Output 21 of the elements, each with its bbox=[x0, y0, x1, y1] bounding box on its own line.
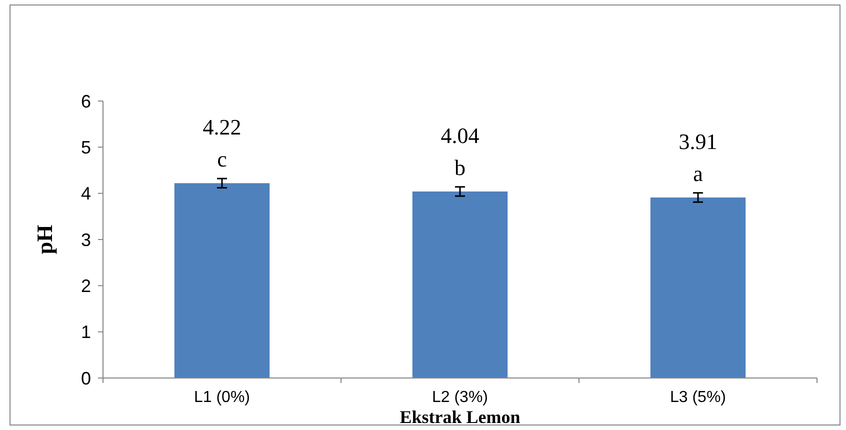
bar bbox=[412, 191, 508, 378]
x-tick-label: L1 (0%) bbox=[194, 389, 250, 406]
x-tick-label: L2 (3%) bbox=[432, 389, 488, 406]
y-tick-label: 6 bbox=[80, 91, 91, 112]
annotation: b bbox=[454, 154, 466, 180]
y-axis-title: pH bbox=[32, 224, 57, 254]
data-label: 4.04 bbox=[440, 122, 480, 148]
y-tick-label: 1 bbox=[80, 322, 91, 342]
data-label: 4.22 bbox=[202, 114, 242, 140]
y-tick-label: 2 bbox=[80, 276, 91, 296]
bar bbox=[174, 183, 270, 378]
bar bbox=[650, 197, 746, 378]
x-tick-label: L3 (5%) bbox=[670, 389, 726, 406]
annotation: c bbox=[217, 146, 228, 172]
y-tick-label: 5 bbox=[80, 137, 91, 158]
y-tick-label: 3 bbox=[80, 230, 91, 250]
x-axis-title: Ekstrak Lemon bbox=[400, 407, 520, 427]
y-tick-label: 0 bbox=[80, 368, 91, 388]
data-label: 3.91 bbox=[678, 128, 718, 154]
annotation: a bbox=[693, 160, 704, 186]
y-tick-label: 4 bbox=[80, 184, 91, 204]
